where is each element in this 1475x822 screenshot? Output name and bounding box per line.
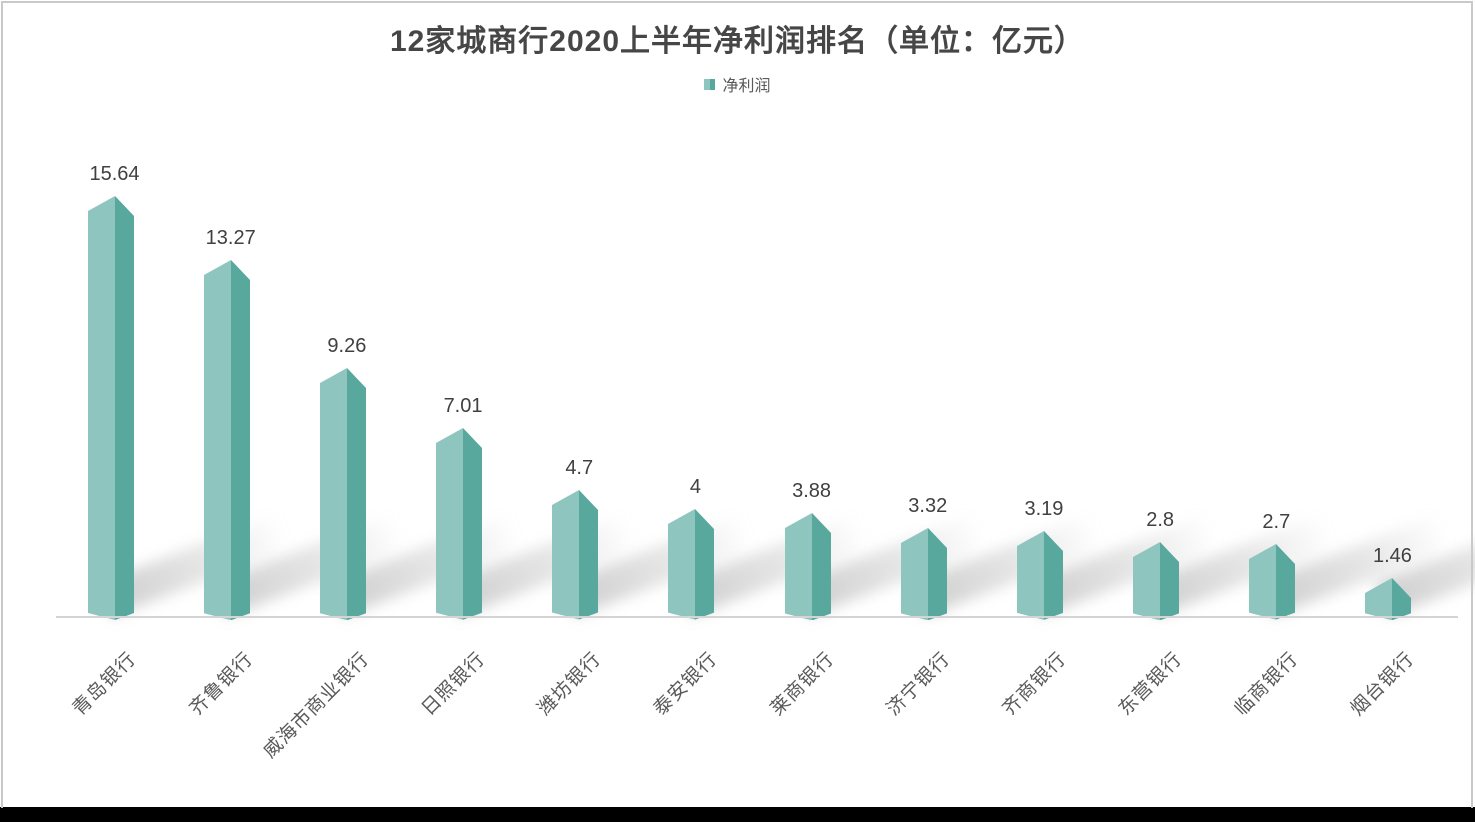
bar-日照银行: [436, 428, 483, 620]
legend: 净利润: [0, 72, 1475, 96]
chart-title: 12家城商行2020上半年净利润排名（单位：亿元）: [389, 25, 1086, 58]
bar-威海市商业银行: [319, 367, 366, 620]
bar-齐商银行: [1016, 531, 1063, 620]
bar-潍坊银行: [552, 490, 599, 620]
category-label: 烟台银行: [1347, 648, 1419, 720]
bar-莱商银行: [784, 512, 831, 620]
bar-value-label: 3.19: [1024, 498, 1064, 521]
bar-泰安银行: [668, 509, 715, 620]
bar-烟台银行: [1365, 577, 1412, 620]
bar-value-label: 13.27: [205, 226, 256, 249]
category-label: 泰安银行: [650, 648, 722, 720]
bar-value-label: 3.88: [792, 479, 832, 502]
bar-东营银行: [1133, 541, 1180, 620]
bar-临商银行: [1249, 544, 1296, 620]
category-label: 东营银行: [1115, 648, 1187, 720]
category-label: 齐商银行: [998, 648, 1071, 720]
bar-value-label: 1.46: [1373, 544, 1412, 567]
bar-value-label: 2.7: [1262, 511, 1291, 534]
category-label: 临商银行: [1231, 648, 1303, 720]
bar-value-label: 15.64: [89, 162, 140, 185]
bar-value-label: 9.26: [327, 334, 367, 357]
category-label: 日照银行: [418, 648, 490, 720]
legend-label: 净利润: [722, 78, 771, 95]
bar-value-label: 4: [689, 476, 701, 499]
category-label: 齐鲁银行: [185, 648, 258, 720]
legend-marker-icon: [704, 78, 716, 90]
bar-value-label: 3.32: [908, 494, 948, 517]
category-label: 潍坊银行: [534, 648, 606, 720]
bottom-black-strip: [0, 807, 1475, 822]
category-label: 莱商银行: [766, 648, 838, 720]
category-label: 青岛银行: [69, 648, 141, 720]
bar-青岛银行: [87, 195, 134, 620]
bar-value-label: 2.8: [1146, 508, 1175, 531]
bar-value-label: 7.01: [443, 395, 483, 418]
x-axis-line: [56, 616, 1458, 618]
bar-value-label: 4.7: [565, 457, 594, 480]
bar-齐鲁银行: [203, 259, 250, 620]
category-label: 威海市商业银行: [259, 648, 374, 763]
bar-济宁银行: [900, 527, 947, 620]
category-label: 济宁银行: [882, 648, 955, 720]
